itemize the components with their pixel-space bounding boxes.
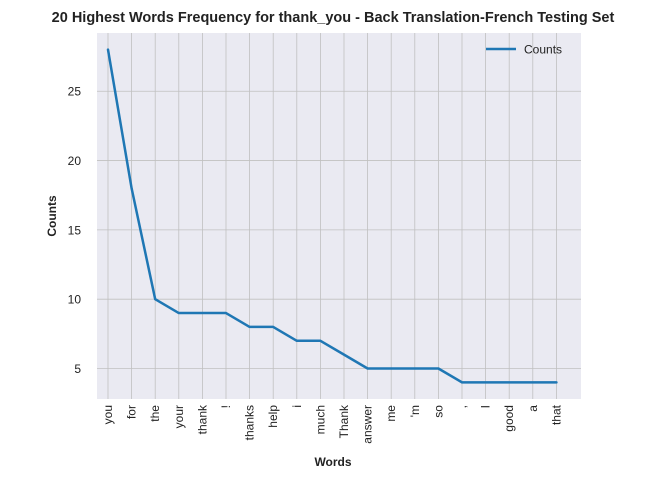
y-tick-label: 20 (68, 154, 82, 168)
x-tick-label: help (266, 405, 280, 428)
series-group (106, 48, 558, 384)
y-tick-label: 10 (68, 293, 82, 307)
x-tick-label: , (455, 405, 469, 408)
x-tick-label: that (549, 404, 563, 425)
x-tick-label: I (479, 405, 493, 408)
x-tick-label: you (101, 405, 115, 424)
legend: Counts (486, 43, 562, 57)
y-tick-label: 15 (68, 223, 82, 237)
x-tick-label: me (384, 405, 398, 422)
y-axis-label: Counts (45, 195, 59, 237)
x-axis-ticks: you for the your thank! thanks help i much Thank a… (101, 404, 563, 444)
x-tick-label: your (172, 405, 186, 428)
y-axis-ticks: 5 10 15 20 25 (68, 85, 82, 376)
x-tick-label: thank (195, 404, 209, 434)
x-tick-label: 'm (408, 405, 422, 417)
x-tick-label: answer (361, 405, 375, 444)
y-tick-label: 5 (74, 362, 81, 376)
x-tick-label: thanks (243, 405, 257, 440)
x-tick-label: for (125, 405, 139, 419)
grid-lines (97, 33, 581, 399)
x-tick-label: good (502, 405, 516, 432)
series-line-counts (106, 48, 558, 384)
chart-title: 20 Highest Words Frequency for thank_you… (52, 10, 615, 26)
plot-area (97, 33, 581, 399)
x-tick-label: i (290, 405, 304, 408)
x-tick-label: a (526, 405, 540, 412)
x-tick-label: the (148, 405, 162, 422)
x-tick-label: so (431, 405, 445, 418)
x-tick-label: much (313, 405, 327, 434)
legend-label: Counts (524, 43, 562, 57)
y-tick-label: 25 (68, 85, 82, 99)
x-tick-label: Thank (337, 404, 351, 438)
x-axis-label: Words (314, 455, 351, 469)
x-tick-label: ! (219, 405, 233, 408)
